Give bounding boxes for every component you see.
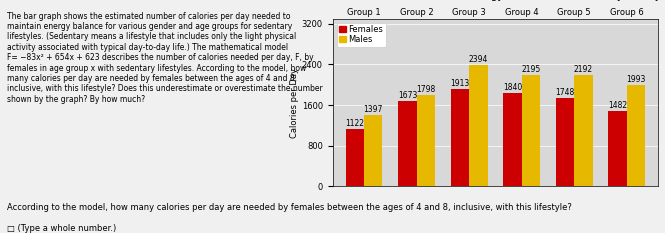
Bar: [522, 75, 540, 186]
Text: Group 6: Group 6: [610, 8, 644, 17]
Text: Group 1: Group 1: [347, 8, 381, 17]
Text: According to the model, how many calories per day are needed by females between : According to the model, how many calorie…: [7, 203, 571, 212]
Text: 1993: 1993: [626, 75, 646, 84]
Text: 1397: 1397: [364, 105, 383, 114]
Bar: [575, 75, 593, 186]
Y-axis label: Calories per Day: Calories per Day: [290, 68, 299, 137]
Text: 1122: 1122: [345, 119, 364, 128]
Text: 2394: 2394: [469, 55, 488, 64]
Text: Group 5: Group 5: [557, 8, 591, 17]
Bar: [398, 101, 416, 186]
Text: 1798: 1798: [416, 85, 436, 94]
Text: 1482: 1482: [608, 101, 627, 110]
Bar: [608, 111, 627, 186]
Text: 1913: 1913: [450, 79, 469, 88]
Bar: [469, 65, 487, 186]
Text: 1673: 1673: [398, 91, 417, 100]
Bar: [627, 85, 645, 186]
Bar: [346, 129, 364, 186]
Bar: [503, 93, 522, 186]
Text: □ (Type a whole number.): □ (Type a whole number.): [7, 224, 116, 233]
Bar: [451, 89, 469, 186]
Title: Calories Needed to Maintain Energy Balance for Sedentary Lifestyles: Calories Needed to Maintain Energy Balan…: [316, 0, 665, 1]
Text: Group 4: Group 4: [505, 8, 539, 17]
Bar: [416, 95, 435, 186]
Text: Group 2: Group 2: [400, 8, 434, 17]
Text: The bar graph shows the estimated number of calories per day needed to
maintain : The bar graph shows the estimated number…: [7, 12, 323, 104]
Text: 1748: 1748: [555, 88, 575, 96]
Bar: [364, 115, 382, 186]
Legend: Females, Males: Females, Males: [336, 23, 386, 47]
Bar: [556, 98, 575, 186]
Text: 2195: 2195: [521, 65, 541, 74]
Text: 1840: 1840: [503, 83, 522, 92]
Text: Group 3: Group 3: [452, 8, 486, 17]
Text: 2192: 2192: [574, 65, 593, 74]
